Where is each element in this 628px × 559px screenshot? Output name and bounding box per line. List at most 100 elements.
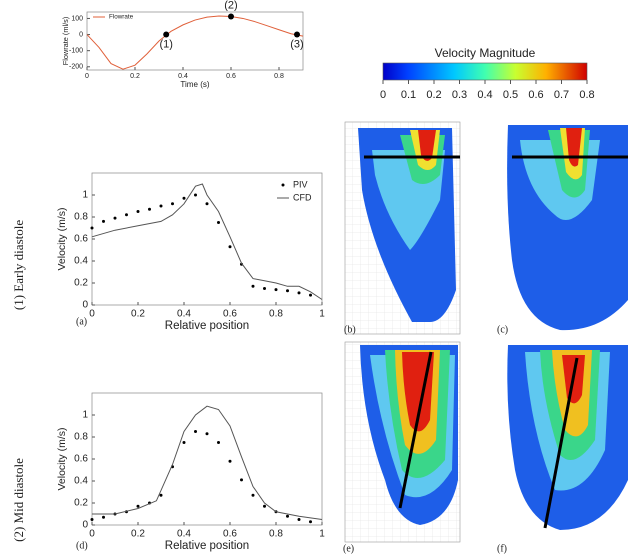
marker-point xyxy=(163,32,169,38)
data-line xyxy=(92,406,322,519)
data-point xyxy=(183,197,186,200)
data-point xyxy=(91,227,94,230)
data-point xyxy=(298,518,301,521)
colorbar-tick-label: 0 xyxy=(380,89,386,101)
data-point xyxy=(263,287,266,290)
y-tick-label: -100 xyxy=(69,48,83,55)
data-point xyxy=(275,288,278,291)
data-point xyxy=(229,245,232,248)
x-tick-label: 0 xyxy=(85,73,89,80)
plot-frame xyxy=(92,173,322,305)
marker-label: (1) xyxy=(159,38,172,50)
data-point xyxy=(206,202,209,205)
row-label: (2) Mid diastole xyxy=(11,458,26,542)
data-line xyxy=(92,184,322,300)
panel-label: (b) xyxy=(344,324,356,335)
data-point xyxy=(263,505,266,508)
colorbar-tick-label: 0.6 xyxy=(528,89,543,101)
legend-label: Flowrate xyxy=(109,14,134,21)
data-point xyxy=(298,291,301,294)
x-tick-label: 0 xyxy=(89,529,95,540)
contour-e xyxy=(345,342,460,542)
legend-label: PIV xyxy=(293,179,308,189)
data-point xyxy=(240,478,243,481)
data-point xyxy=(137,505,140,508)
data-point xyxy=(194,430,197,433)
colorbar-tick-label: 0.3 xyxy=(452,89,467,101)
colorbar-tick-label: 0.5 xyxy=(503,89,518,101)
marker-label: (3) xyxy=(290,38,303,50)
x-tick-label: 0.4 xyxy=(177,309,191,320)
data-point xyxy=(102,516,105,519)
y-tick-label: 0.8 xyxy=(74,212,88,223)
data-point xyxy=(229,460,232,463)
legend-swatch xyxy=(282,184,285,187)
y-tick-label: -200 xyxy=(69,64,83,71)
colorbar-title: Velocity Magnitude xyxy=(435,46,536,60)
plot-frame xyxy=(92,393,322,525)
marker-point xyxy=(228,14,234,20)
y-tick-label: 0.2 xyxy=(74,498,88,509)
x-tick-label: 0.6 xyxy=(226,73,236,80)
y-tick-label: 0.4 xyxy=(74,256,88,267)
contour-b xyxy=(345,122,460,334)
panel-label: (d) xyxy=(76,540,88,551)
contour-c xyxy=(507,125,628,330)
x-tick-label: 0.6 xyxy=(223,529,237,540)
panel-label: (e) xyxy=(343,543,354,554)
legend-label: CFD xyxy=(293,192,312,202)
x-tick-label: 0 xyxy=(89,309,95,320)
colorbar-tick-label: 0.2 xyxy=(426,89,441,101)
x-axis-label: Relative position xyxy=(165,540,249,552)
y-tick-label: 0.6 xyxy=(74,234,88,245)
data-point xyxy=(114,217,117,220)
y-axis-label: Velocity (m/s) xyxy=(56,427,68,490)
x-tick-label: 0.2 xyxy=(131,529,145,540)
data-point xyxy=(148,208,151,211)
y-tick-label: 0.4 xyxy=(74,476,88,487)
colorbar-tick-label: 0.4 xyxy=(477,89,492,101)
y-axis-label: Flowrate (ml/s) xyxy=(61,17,70,66)
colorbar-tick-label: 0.1 xyxy=(401,89,416,101)
data-point xyxy=(125,213,128,216)
plot-frame xyxy=(87,12,303,70)
data-point xyxy=(160,494,163,497)
y-tick-label: 0.6 xyxy=(74,454,88,465)
y-tick-label: 1 xyxy=(82,410,88,421)
x-tick-label: 1 xyxy=(319,309,325,320)
x-axis-label: Time (s) xyxy=(180,80,210,89)
data-point xyxy=(102,220,105,223)
data-point xyxy=(286,515,289,518)
y-tick-label: 0.2 xyxy=(74,278,88,289)
colorbar-tick-label: 0.7 xyxy=(554,89,569,101)
panel-label: (a) xyxy=(76,316,87,327)
panel-label: (c) xyxy=(497,324,508,335)
data-point xyxy=(160,205,163,208)
figure: 00.20.40.60.81000-100-200Time (s)Flowrat… xyxy=(0,0,628,559)
contour-f xyxy=(507,345,628,530)
x-tick-label: 0.8 xyxy=(269,529,283,540)
data-point xyxy=(217,221,220,224)
data-point xyxy=(309,520,312,523)
data-point xyxy=(206,432,209,435)
x-tick-label: 0.8 xyxy=(269,309,283,320)
x-tick-label: 0.2 xyxy=(131,309,145,320)
data-point xyxy=(217,441,220,444)
x-axis-label: Relative position xyxy=(165,320,249,332)
colorbar xyxy=(383,63,587,80)
data-point xyxy=(171,202,174,205)
x-tick-label: 1 xyxy=(319,529,325,540)
data-point xyxy=(252,494,255,497)
x-tick-label: 0.8 xyxy=(274,73,284,80)
panel-label: (f) xyxy=(497,543,507,554)
data-point xyxy=(309,294,312,297)
row-label: (1) Early diastole xyxy=(11,220,26,310)
data-line xyxy=(87,16,303,69)
data-point xyxy=(252,285,255,288)
data-point xyxy=(194,194,197,197)
y-tick-label: 100 xyxy=(71,15,83,22)
marker-point xyxy=(294,32,300,38)
y-tick-label: 0 xyxy=(79,31,83,38)
colorbar-tick-label: 0.8 xyxy=(579,89,594,101)
data-point xyxy=(91,518,94,521)
